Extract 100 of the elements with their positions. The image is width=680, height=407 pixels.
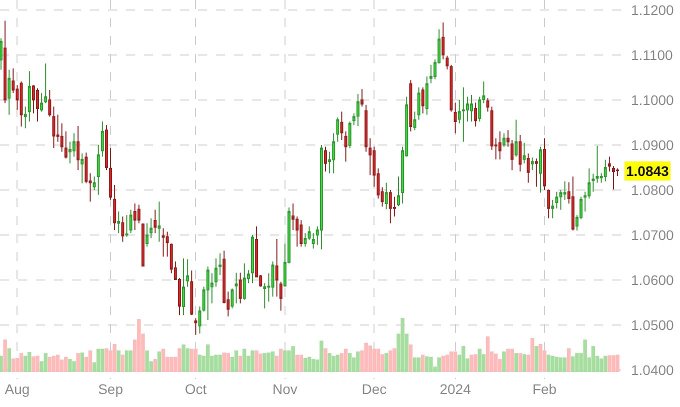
bar [56,354,60,372]
bar [416,357,421,372]
bar [194,348,198,372]
bar [161,348,166,372]
bar [80,352,84,372]
bar [392,348,396,372]
bar [616,354,620,372]
candlestick [462,86,465,142]
candlestick [121,216,124,242]
candlestick [238,272,242,304]
y-tick-label: 1.0700 [631,226,674,243]
bar [332,356,336,372]
candlestick [543,138,546,190]
bar [279,348,283,372]
candlestick [518,134,522,172]
candlestick [506,130,510,148]
bar [425,356,429,372]
bar [186,348,190,372]
y-tick-label: 1.0900 [631,136,674,153]
candlestick [470,94,474,122]
candlestick [64,130,68,159]
x-tick-label: Feb [532,381,557,397]
bar [478,348,482,372]
bar [32,356,36,372]
candlestick [425,76,428,116]
candlestick [526,152,530,184]
bar [120,354,125,372]
candlestick [604,159,607,182]
bar [234,350,238,372]
bar [11,358,16,372]
candlestick [474,102,478,127]
candlestick [530,157,534,171]
candlestick [40,92,44,112]
candlestick [133,202,136,231]
bar [48,356,52,372]
candlestick [571,176,574,231]
bar [145,350,149,372]
bar [299,354,304,372]
bar [100,348,104,372]
bar [124,350,129,372]
y-tick-label: 1.1100 [631,46,673,63]
bar [137,319,141,372]
bar [76,353,80,372]
candlestick [271,261,274,298]
bar [307,356,312,372]
candlestick [344,130,348,162]
candlestick [320,144,323,250]
bar [328,353,332,372]
bar [470,354,474,372]
bar [72,361,76,372]
bar [19,353,24,372]
bar [437,357,441,372]
candlestick [194,318,198,336]
bar [96,348,100,372]
candlestick [214,258,218,288]
bar [608,355,612,372]
candlestick [96,144,100,196]
y-tick-label: 1.0400 [631,362,674,378]
bar [599,358,604,372]
x-tick-label: Sep [98,381,124,397]
y-tick-label: 1.0800 [631,182,674,198]
candlestick [547,189,550,219]
candlestick [4,20,7,104]
bar [238,356,242,372]
candlestick [198,306,202,334]
candlestick [534,158,538,188]
candlestick [44,62,48,104]
bar [222,352,226,372]
bar [116,350,121,372]
candlestick [312,232,315,249]
candlestick [129,209,132,234]
candlestick [421,86,424,114]
bar [510,348,514,372]
candlestick [417,86,420,120]
bar [52,356,56,372]
bar [550,356,555,372]
bar [153,359,158,372]
candlestick [242,262,246,300]
candlestick [608,156,611,172]
bar [474,354,478,372]
bar [324,348,328,372]
candlestick [104,124,108,171]
candlestick [109,148,112,200]
candlestick [190,270,194,316]
candlestick [454,102,457,134]
candlestick [206,266,210,321]
bar [429,356,433,372]
candlestick [340,111,344,140]
candlestick [324,146,327,172]
candlestick [413,111,416,131]
x-tick-label: Nov [272,381,298,397]
bar [562,357,567,372]
bar [198,354,202,372]
bar [44,353,48,372]
candlestick [162,228,165,258]
bar [7,348,11,372]
candlestick [125,214,128,238]
y-tick-label: 1.1200 [631,2,674,18]
bar [538,344,542,372]
candlestick [141,222,144,267]
